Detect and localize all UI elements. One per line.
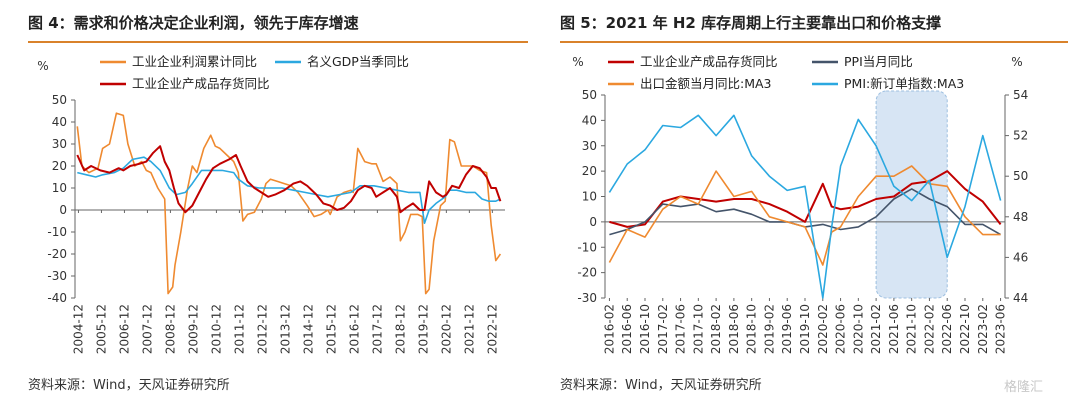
left-x-tick-label: 2016-12 — [347, 304, 361, 354]
left-panel-title: 图 4：需求和价格决定企业利润，领先于库存增速 — [28, 14, 359, 32]
right-x-tick-label: 2022-10 — [958, 304, 972, 354]
right-y-tick-label-right: 50 — [1013, 169, 1028, 183]
right-panel-title: 图 5：2021 年 H2 库存周期上行主要靠出口和价格支撑 — [560, 14, 942, 32]
right-x-tick-label: 2022-02 — [922, 304, 936, 354]
right-title-rule — [560, 41, 1068, 43]
left-legend-label: 工业企业产成品存货同比 — [132, 76, 270, 91]
right-x-tick-label: 2023-06 — [994, 304, 1008, 354]
left-x-tick-label: 2012-12 — [255, 304, 269, 354]
left-x-tick-label: 2020-12 — [439, 304, 453, 354]
right-y-unit-left: % — [572, 55, 583, 69]
left-series-line-2 — [76, 145, 502, 214]
left-y-tick-label: -30 — [47, 269, 67, 283]
left-x-tick-label: 2018-12 — [393, 304, 407, 354]
right-y-tick-label-left: -30 — [577, 291, 597, 305]
right-legend-label: 出口金额当月同比:MA3 — [640, 76, 772, 91]
left-x-tick-label: 2022-12 — [485, 304, 499, 354]
right-y-tick-label-right: 54 — [1013, 88, 1028, 102]
right-y-tick-label-left: -20 — [577, 266, 597, 280]
left-x-tick-label: 2006-12 — [117, 304, 131, 354]
left-y-tick-label: 50 — [52, 93, 67, 107]
right-x-tick-label: 2017-02 — [656, 304, 670, 354]
right-x-tick-label: 2022-06 — [940, 304, 954, 354]
right-x-tick-label: 2017-10 — [691, 304, 705, 354]
right-chart: % % -30 -20 -10 0 10 20 30 40 50 44 46 48 50 52 54 2016-0… — [572, 54, 1028, 354]
left-chart: % -40 -30 -20 -10 0 10 20 30 40 50 2004-12 2005-12 20… — [37, 54, 505, 354]
left-y-tick-label: -40 — [47, 291, 67, 305]
right-x-tick-label: 2020-02 — [816, 304, 830, 354]
left-x-tick-label: 2005-12 — [94, 304, 108, 354]
right-y-tick-label-left: 40 — [582, 113, 597, 127]
right-x-tick-label: 2020-06 — [834, 304, 848, 354]
left-y-tick-label: 30 — [52, 137, 67, 151]
left-title-rule — [28, 41, 528, 43]
right-y-tick-label-right: 48 — [1013, 210, 1028, 224]
right-x-tick-label: 2021-10 — [905, 304, 919, 354]
left-x-tick-label: 2015-12 — [324, 304, 338, 354]
right-x-tick-label: 2016-10 — [638, 304, 652, 354]
left-x-tick-label: 2004-12 — [71, 304, 85, 354]
left-x-tick-label: 2010-12 — [209, 304, 223, 354]
left-source-note: 资料来源：Wind，天风证券研究所 — [28, 378, 230, 393]
right-y-tick-label-right: 46 — [1013, 250, 1028, 264]
left-x-tick-label: 2014-12 — [301, 304, 315, 354]
right-x-tick-label: 2019-10 — [798, 304, 812, 354]
left-legend-label: 名义GDP当季同比 — [307, 54, 409, 69]
left-y-tick-label: 10 — [52, 181, 67, 195]
left-x-tick-label: 2013-12 — [278, 304, 292, 354]
right-series-line-3 — [608, 114, 1002, 299]
left-x-tick-label: 2008-12 — [163, 304, 177, 354]
right-y-tick-label-left: 50 — [582, 88, 597, 102]
right-x-tick-label: 2018-10 — [745, 304, 759, 354]
right-y-tick-label-right: 52 — [1013, 129, 1028, 143]
right-x-tick-label: 2020-10 — [851, 304, 865, 354]
right-x-tick-label: 2019-02 — [762, 304, 776, 354]
left-x-tick-label: 2017-12 — [370, 304, 384, 354]
left-legend-label: 工业企业利润累计同比 — [132, 54, 257, 69]
right-x-tick-label: 2016-06 — [620, 304, 634, 354]
right-legend-label: 工业企业产成品存货同比 — [640, 54, 778, 69]
left-x-tick-label: 2021-12 — [462, 304, 476, 354]
right-x-tick-label: 2021-06 — [887, 304, 901, 354]
left-x-tick-label: 2019-12 — [416, 304, 430, 354]
left-y-tick-label: -10 — [47, 225, 67, 239]
left-x-tick-label: 2011-12 — [232, 304, 246, 354]
left-y-tick-label: 20 — [52, 159, 67, 173]
right-y-tick-label-left: -10 — [577, 240, 597, 254]
right-x-tick-label: 2018-02 — [709, 304, 723, 354]
left-y-unit: % — [37, 59, 48, 73]
right-x-tick-label: 2019-06 — [780, 304, 794, 354]
right-legend-label: PPI当月同比 — [844, 54, 913, 69]
right-x-tick-label: 2017-06 — [674, 304, 688, 354]
right-y-tick-label-left: 30 — [582, 139, 597, 153]
watermark-logo: 格隆汇 — [1004, 380, 1044, 395]
right-x-tick-label: 2023-02 — [976, 304, 990, 354]
right-legend-label: PMI:新订单指数:MA3 — [844, 76, 964, 91]
right-y-tick-label-left: 0 — [589, 215, 597, 229]
right-highlight-band — [875, 90, 948, 299]
right-source-note: 资料来源：Wind，天风证券研究所 — [560, 378, 762, 393]
right-x-tick-label: 2018-06 — [727, 304, 741, 354]
right-y-unit-right: % — [1011, 55, 1022, 69]
left-x-tick-label: 2009-12 — [186, 304, 200, 354]
left-y-tick-label: -20 — [47, 247, 67, 261]
left-y-tick-label: 0 — [59, 203, 67, 217]
right-x-tick-label: 2016-02 — [602, 304, 616, 354]
right-y-tick-label-left: 10 — [582, 190, 597, 204]
right-series-line-0 — [609, 170, 1002, 228]
right-y-tick-label-right: 44 — [1013, 291, 1028, 305]
left-y-tick-label: 40 — [52, 115, 67, 129]
right-x-tick-label: 2021-02 — [869, 304, 883, 354]
left-x-tick-label: 2007-12 — [140, 304, 154, 354]
right-y-tick-label-left: 20 — [582, 164, 597, 178]
